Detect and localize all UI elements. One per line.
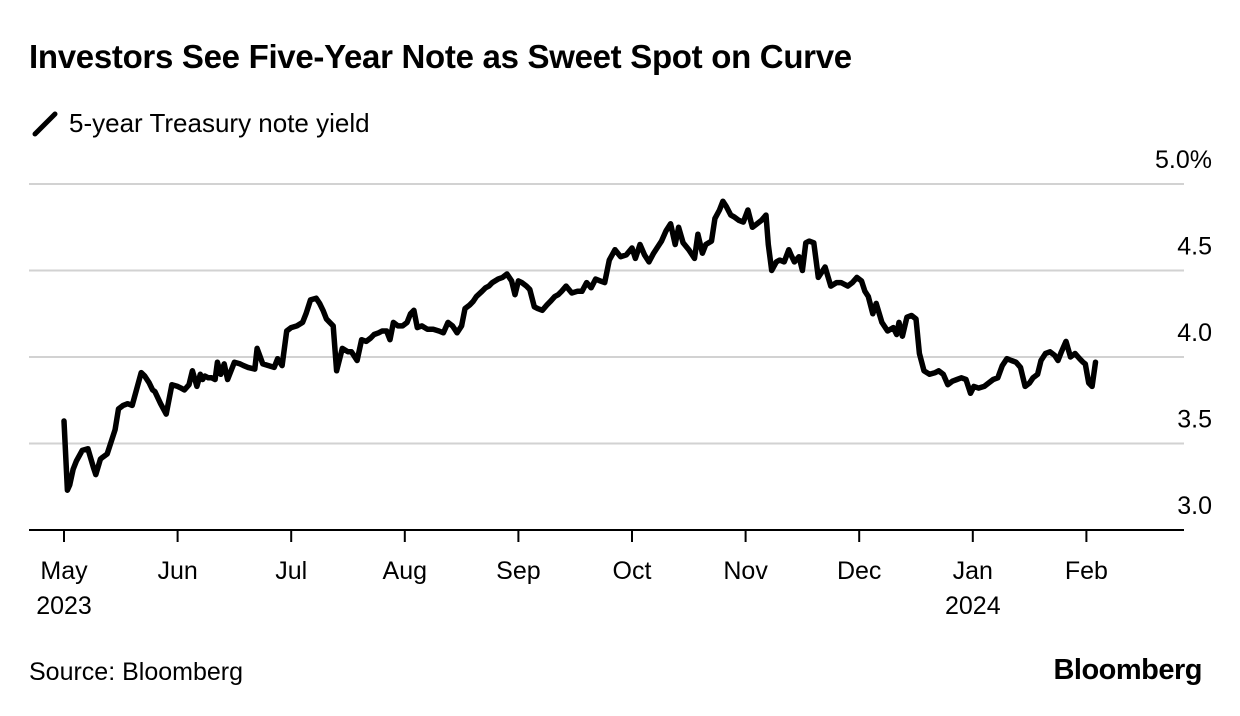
x-tick-label: Jan (953, 557, 993, 585)
chart-title: Investors See Five-Year Note as Sweet Sp… (29, 38, 852, 75)
x-tick-label: Jul (275, 557, 307, 585)
x-tick-label: Jun (157, 557, 197, 585)
yield-line (61, 198, 1099, 493)
source-note: Source: Bloomberg (29, 658, 244, 686)
y-tick-label: 4.5 (1177, 233, 1212, 261)
bloomberg-logo: Bloomberg (1053, 654, 1202, 686)
x-tick-year-label: 2023 (36, 592, 92, 620)
x-tick-year-label: 2024 (945, 592, 1001, 620)
x-tick-label: Oct (613, 557, 652, 585)
x-tick-label: Feb (1065, 557, 1108, 585)
x-tick-label: May (40, 557, 88, 585)
x-tick-label: Dec (837, 557, 881, 585)
gridlines (29, 183, 1184, 445)
y-axis-ticks: 3.0 3.5 4.0 4.5 5.0% (1155, 146, 1212, 520)
x-tick-label: Sep (496, 557, 540, 585)
x-tick-label: Aug (383, 557, 427, 585)
x-tick-label: Nov (723, 557, 768, 585)
legend-label: 5-year Treasury note yield (69, 107, 370, 138)
legend: 5-year Treasury note yield (29, 106, 370, 140)
x-axis-ticks: May 2023 Jun Jul Aug Sep Oct Nov Dec Jan 2024 Feb (36, 530, 1108, 620)
y-tick-label: 3.5 (1177, 406, 1212, 434)
y-tick-label: 5.0% (1155, 146, 1212, 174)
legend-line-icon (32, 111, 58, 137)
y-tick-label: 4.0 (1177, 319, 1212, 347)
y-tick-label: 3.0 (1177, 492, 1212, 520)
